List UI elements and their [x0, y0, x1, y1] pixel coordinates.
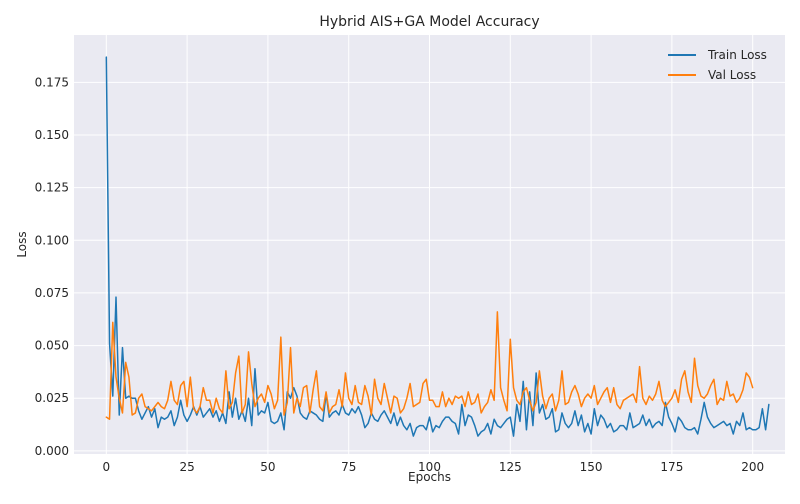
- series-line-1: [105, 311, 754, 421]
- x-tick-label: 25: [179, 460, 194, 474]
- x-tick-label: 75: [341, 460, 356, 474]
- y-tick-label: 0.025: [35, 391, 69, 405]
- y-tick-label: 0.175: [35, 75, 69, 89]
- x-tick-label: 150: [580, 460, 603, 474]
- x-tick-label: 175: [660, 460, 683, 474]
- series-lines: [105, 56, 770, 437]
- chart-title: Hybrid AIS+GA Model Accuracy: [319, 14, 539, 30]
- y-axis-ticks: 0.000 0.025 0.050 0.075 0.100 0.125 0.150 0.175: [35, 75, 69, 457]
- legend-label-1: Val Loss: [708, 68, 756, 82]
- x-axis-ticks: 0 25 50 75 100 125 150 175 200: [102, 460, 764, 474]
- y-tick-label: 0.000: [35, 444, 69, 458]
- y-tick-label: 0.100: [35, 233, 69, 247]
- legend-label-0: Train Loss: [707, 48, 767, 62]
- x-axis-label: Epochs: [408, 470, 451, 484]
- y-tick-label: 0.125: [35, 181, 69, 195]
- x-tick-label: 50: [260, 460, 275, 474]
- x-tick-label: 125: [499, 460, 522, 474]
- y-tick-label: 0.050: [35, 339, 69, 353]
- series-line-0: [105, 56, 770, 437]
- y-tick-label: 0.075: [35, 286, 69, 300]
- legend: Train Loss Val Loss: [668, 48, 767, 82]
- y-axis-label: Loss: [15, 231, 29, 257]
- y-tick-label: 0.150: [35, 128, 69, 142]
- x-tick-label: 0: [102, 460, 110, 474]
- x-tick-label: 100: [418, 460, 441, 474]
- x-tick-label: 200: [741, 460, 764, 474]
